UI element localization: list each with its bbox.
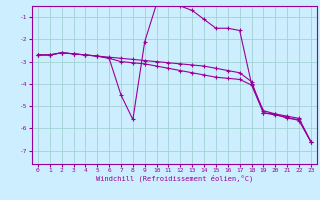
X-axis label: Windchill (Refroidissement éolien,°C): Windchill (Refroidissement éolien,°C)	[96, 175, 253, 182]
